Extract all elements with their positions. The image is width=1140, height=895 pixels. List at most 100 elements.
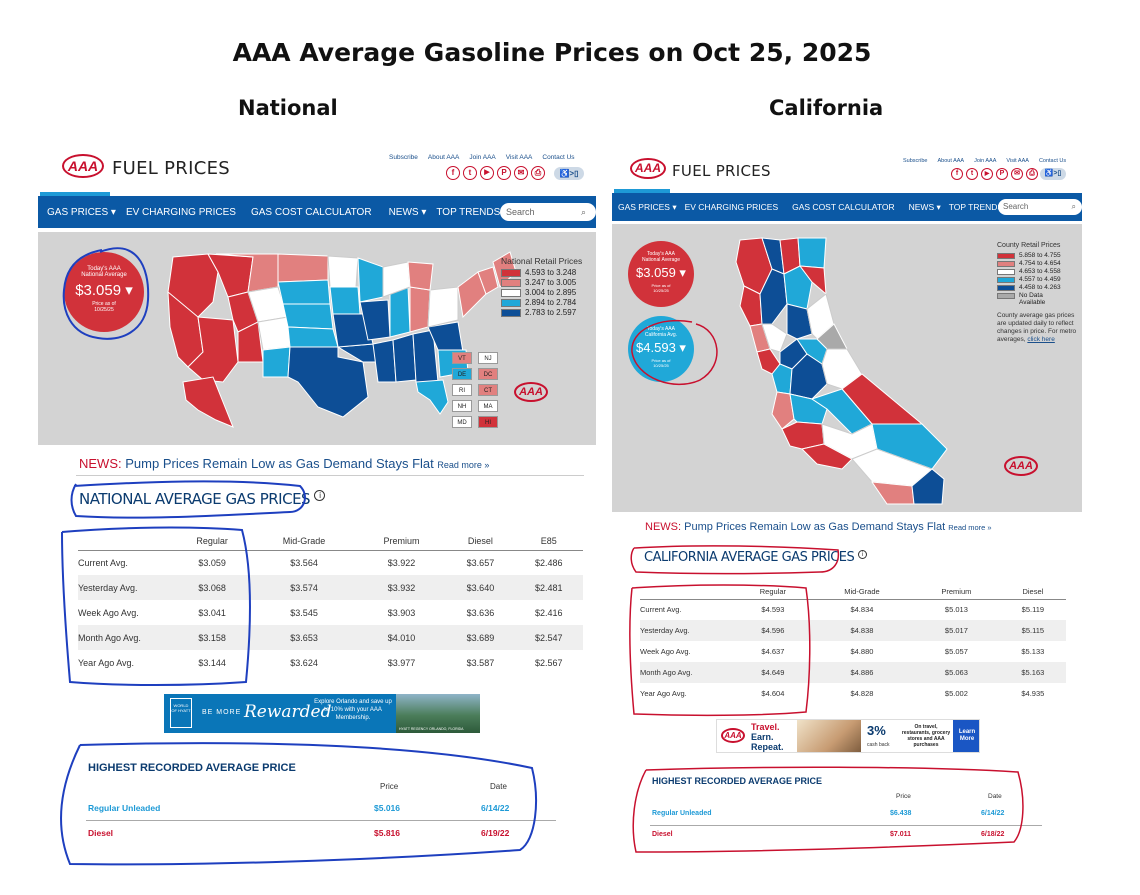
news-link[interactable]: Pump Prices Remain Low as Gas Demand Sta… bbox=[125, 456, 434, 471]
contact-link[interactable]: Contact Us bbox=[542, 154, 575, 161]
nav-gas-calculator[interactable]: GAS COST CALCULATOR bbox=[250, 206, 372, 218]
aaa-travel-ad-banner[interactable]: AAA Travel. Earn. Repeat. 3% cash back O… bbox=[716, 719, 980, 753]
state-box[interactable]: MA bbox=[478, 400, 498, 412]
twitter-icon[interactable]: t bbox=[463, 166, 477, 180]
info-icon[interactable]: i bbox=[857, 550, 867, 559]
state-shape bbox=[277, 253, 329, 283]
facebook-icon[interactable]: f bbox=[446, 166, 460, 180]
pinterest-icon[interactable]: P bbox=[497, 166, 511, 180]
learn-more-button[interactable]: Learn More bbox=[953, 720, 979, 752]
facebook-icon[interactable]: f bbox=[951, 168, 963, 180]
regular-price: $6.438 bbox=[890, 810, 912, 817]
diesel-date: 6/19/22 bbox=[481, 828, 510, 838]
search-input[interactable]: Search ⌕ bbox=[998, 199, 1082, 215]
join-link[interactable]: Join AAA bbox=[974, 158, 997, 164]
about-link[interactable]: About AAA bbox=[937, 158, 965, 164]
aaa-logo[interactable]: AAA bbox=[62, 154, 104, 178]
state-box[interactable]: NH bbox=[452, 400, 472, 412]
highest-price-title: HIGHEST RECORDED AVERAGE PRICE bbox=[652, 776, 823, 786]
state-box[interactable]: HI bbox=[478, 416, 498, 428]
read-more-link[interactable]: Read more » bbox=[437, 460, 490, 470]
nav-top-trends[interactable]: TOP TRENDS bbox=[436, 206, 501, 218]
about-link[interactable]: About AAA bbox=[427, 154, 460, 161]
accessibility-icon[interactable]: ♿>▯ bbox=[1040, 168, 1066, 180]
county-shape bbox=[786, 303, 813, 340]
national-average-badge[interactable]: Today's AAA National Average $3.059 ▾ Pr… bbox=[628, 241, 694, 307]
legend-swatch bbox=[997, 268, 1015, 275]
diesel-price: $5.816 bbox=[374, 828, 400, 838]
legend-row: 2.894 to 2.784 bbox=[501, 298, 576, 307]
subscribe-link[interactable]: Subscribe bbox=[903, 158, 928, 164]
email-icon[interactable]: ✉ bbox=[514, 166, 528, 180]
section-title: CALIFORNIA AVERAGE GAS PRICES i bbox=[644, 550, 867, 565]
search-icon[interactable]: ⌕ bbox=[580, 207, 586, 217]
top-links: Subscribe About AAA Join AAA Visit AAA C… bbox=[389, 154, 575, 161]
legend-swatch bbox=[501, 298, 521, 307]
join-link[interactable]: Join AAA bbox=[469, 154, 496, 161]
nav-top-trends[interactable]: TOP TRENDS bbox=[948, 202, 1004, 212]
nav-gas-calculator[interactable]: GAS COST CALCULATOR bbox=[792, 202, 895, 212]
print-icon[interactable]: ⎙ bbox=[1026, 168, 1038, 180]
legend-swatch bbox=[501, 288, 521, 297]
national-average-badge[interactable]: Today's AAA National Average $3.059 ▾ Pr… bbox=[64, 252, 144, 332]
news-link[interactable]: Pump Prices Remain Low as Gas Demand Sta… bbox=[684, 521, 946, 533]
county-shape bbox=[870, 481, 915, 505]
twitter-icon[interactable]: t bbox=[966, 168, 978, 180]
pinterest-icon[interactable]: P bbox=[996, 168, 1008, 180]
read-more-link[interactable]: Read more » bbox=[948, 523, 992, 532]
county-shape bbox=[797, 237, 827, 269]
search-icon[interactable]: ⌕ bbox=[1071, 202, 1076, 211]
nav-news[interactable]: NEWS ▾ bbox=[388, 206, 427, 218]
visit-link[interactable]: Visit AAA bbox=[505, 154, 533, 161]
youtube-icon[interactable]: ▶ bbox=[480, 166, 494, 180]
aaa-logo[interactable]: AAA bbox=[630, 158, 666, 179]
nav-gas-prices[interactable]: GAS PRICES ▾ bbox=[47, 206, 116, 218]
state-shape bbox=[357, 257, 384, 303]
state-shape bbox=[389, 286, 411, 338]
click-here-link[interactable]: click here bbox=[1027, 336, 1055, 343]
legend-swatch bbox=[997, 293, 1015, 299]
youtube-icon[interactable]: ▶ bbox=[981, 168, 993, 180]
state-shape bbox=[277, 279, 331, 305]
ad-headline: Travel. Earn. Repeat. bbox=[751, 722, 784, 752]
state-box[interactable]: MD bbox=[452, 416, 472, 428]
social-icons: f t ▶ P ✉ ⎙ bbox=[446, 166, 545, 180]
accessibility-icon[interactable]: ♿>▯ bbox=[554, 167, 584, 180]
contact-link[interactable]: Contact Us bbox=[1038, 158, 1067, 164]
nav-gas-prices[interactable]: GAS PRICES ▾ bbox=[618, 201, 677, 212]
divider bbox=[76, 475, 584, 476]
legend-row: 5.858 to 4.755 bbox=[997, 252, 1061, 259]
visit-link[interactable]: Visit AAA bbox=[1006, 158, 1029, 164]
california-price-table: Regular Mid-Grade Premium Diesel Current… bbox=[640, 584, 1066, 704]
nav-ev-charging[interactable]: EV CHARGING PRICES bbox=[684, 202, 779, 212]
email-icon[interactable]: ✉ bbox=[1011, 168, 1023, 180]
california-average-badge[interactable]: Today's AAA California Avg. $4.593 ▾ Pri… bbox=[628, 316, 694, 382]
state-box[interactable]: DE bbox=[452, 368, 472, 380]
subscribe-link[interactable]: Subscribe bbox=[389, 154, 418, 161]
county-shape bbox=[911, 468, 945, 505]
legend-row: 4.557 to 4.459 bbox=[997, 276, 1061, 283]
print-icon[interactable]: ⎙ bbox=[531, 166, 545, 180]
date-header: Date bbox=[988, 793, 1002, 800]
hyatt-ad-banner[interactable]: WORLD OF HYATT BE MORE Rewarded Explore … bbox=[164, 694, 480, 733]
state-box[interactable]: RI bbox=[452, 384, 472, 396]
info-icon[interactable]: i bbox=[314, 490, 326, 501]
main-nav: GAS PRICES ▾ EV CHARGING PRICES GAS COST… bbox=[612, 193, 1082, 221]
search-input[interactable]: Search ⌕ bbox=[500, 203, 596, 221]
county-note: County average gas prices are updated da… bbox=[997, 312, 1077, 343]
state-box[interactable]: DC bbox=[478, 368, 498, 380]
nav-news[interactable]: NEWS ▾ bbox=[908, 201, 941, 212]
state-box[interactable]: CT bbox=[478, 384, 498, 396]
state-box[interactable]: NJ bbox=[478, 352, 498, 364]
nav-ev-charging[interactable]: EV CHARGING PRICES bbox=[125, 206, 236, 218]
state-shape bbox=[329, 286, 361, 315]
legend-row: No Data Available bbox=[997, 292, 1055, 306]
site-title: FUEL PRICES bbox=[112, 158, 230, 179]
diesel-label: Diesel bbox=[88, 828, 114, 838]
legend-swatch bbox=[501, 278, 521, 287]
active-section-bar bbox=[40, 192, 110, 196]
legend-swatch bbox=[501, 268, 521, 277]
active-section-bar bbox=[614, 189, 670, 193]
state-box[interactable]: VT bbox=[452, 352, 472, 364]
legend-row: 4.653 to 4.558 bbox=[997, 268, 1061, 275]
